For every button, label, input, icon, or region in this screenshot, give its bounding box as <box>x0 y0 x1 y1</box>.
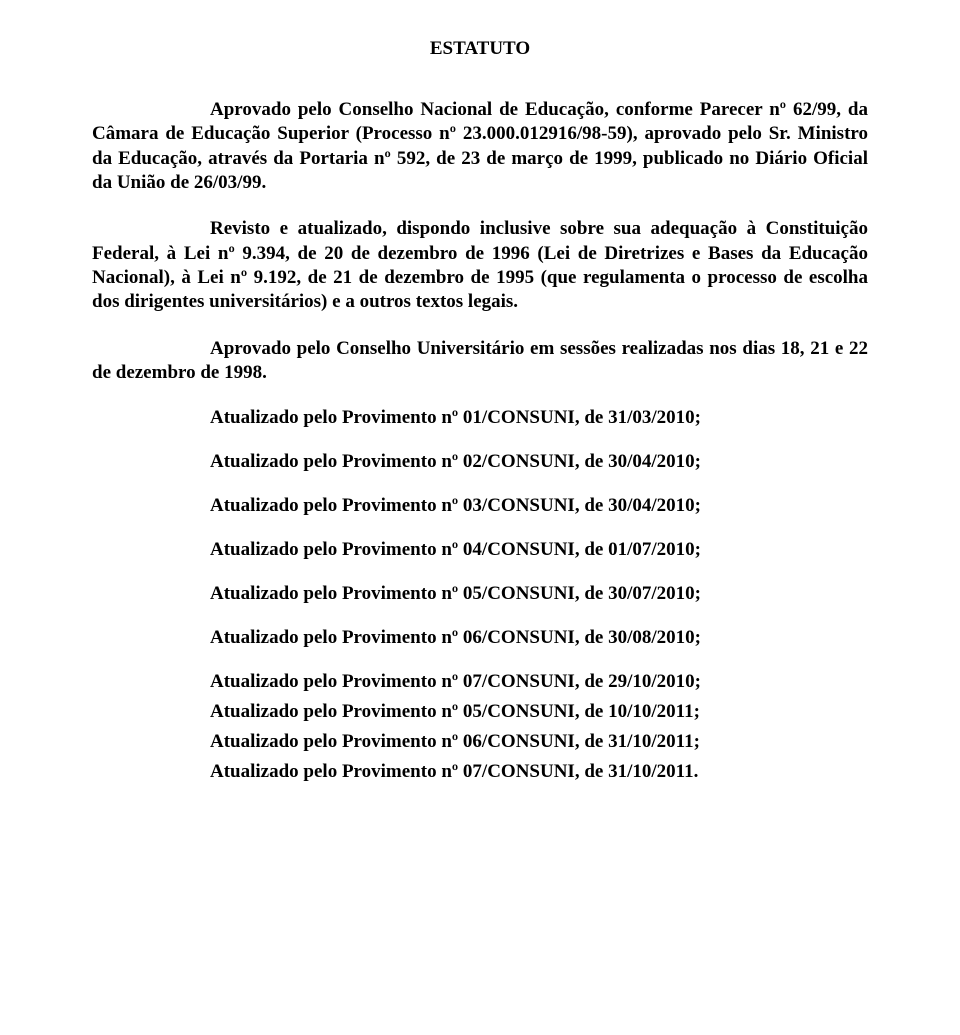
update-item-4: Atualizado pelo Provimento nº 04/CONSUNI… <box>92 539 868 561</box>
update-item-2: Atualizado pelo Provimento nº 02/CONSUNI… <box>92 451 868 473</box>
approval-paragraph-3: Aprovado pelo Conselho Universitário em … <box>92 337 868 386</box>
update-item-7: Atualizado pelo Provimento nº 07/CONSUNI… <box>92 671 868 693</box>
update-item-10: Atualizado pelo Provimento nº 07/CONSUNI… <box>92 761 868 783</box>
update-item-8: Atualizado pelo Provimento nº 05/CONSUNI… <box>92 701 868 723</box>
update-item-6: Atualizado pelo Provimento nº 06/CONSUNI… <box>92 627 868 649</box>
document-title: ESTATUTO <box>92 38 868 60</box>
update-item-1: Atualizado pelo Provimento nº 01/CONSUNI… <box>92 407 868 429</box>
update-item-5: Atualizado pelo Provimento nº 05/CONSUNI… <box>92 583 868 605</box>
update-item-9: Atualizado pelo Provimento nº 06/CONSUNI… <box>92 731 868 753</box>
approval-paragraph-1: Aprovado pelo Conselho Nacional de Educa… <box>92 98 868 195</box>
update-item-3: Atualizado pelo Provimento nº 03/CONSUNI… <box>92 495 868 517</box>
approval-paragraph-2: Revisto e atualizado, dispondo inclusive… <box>92 217 868 314</box>
